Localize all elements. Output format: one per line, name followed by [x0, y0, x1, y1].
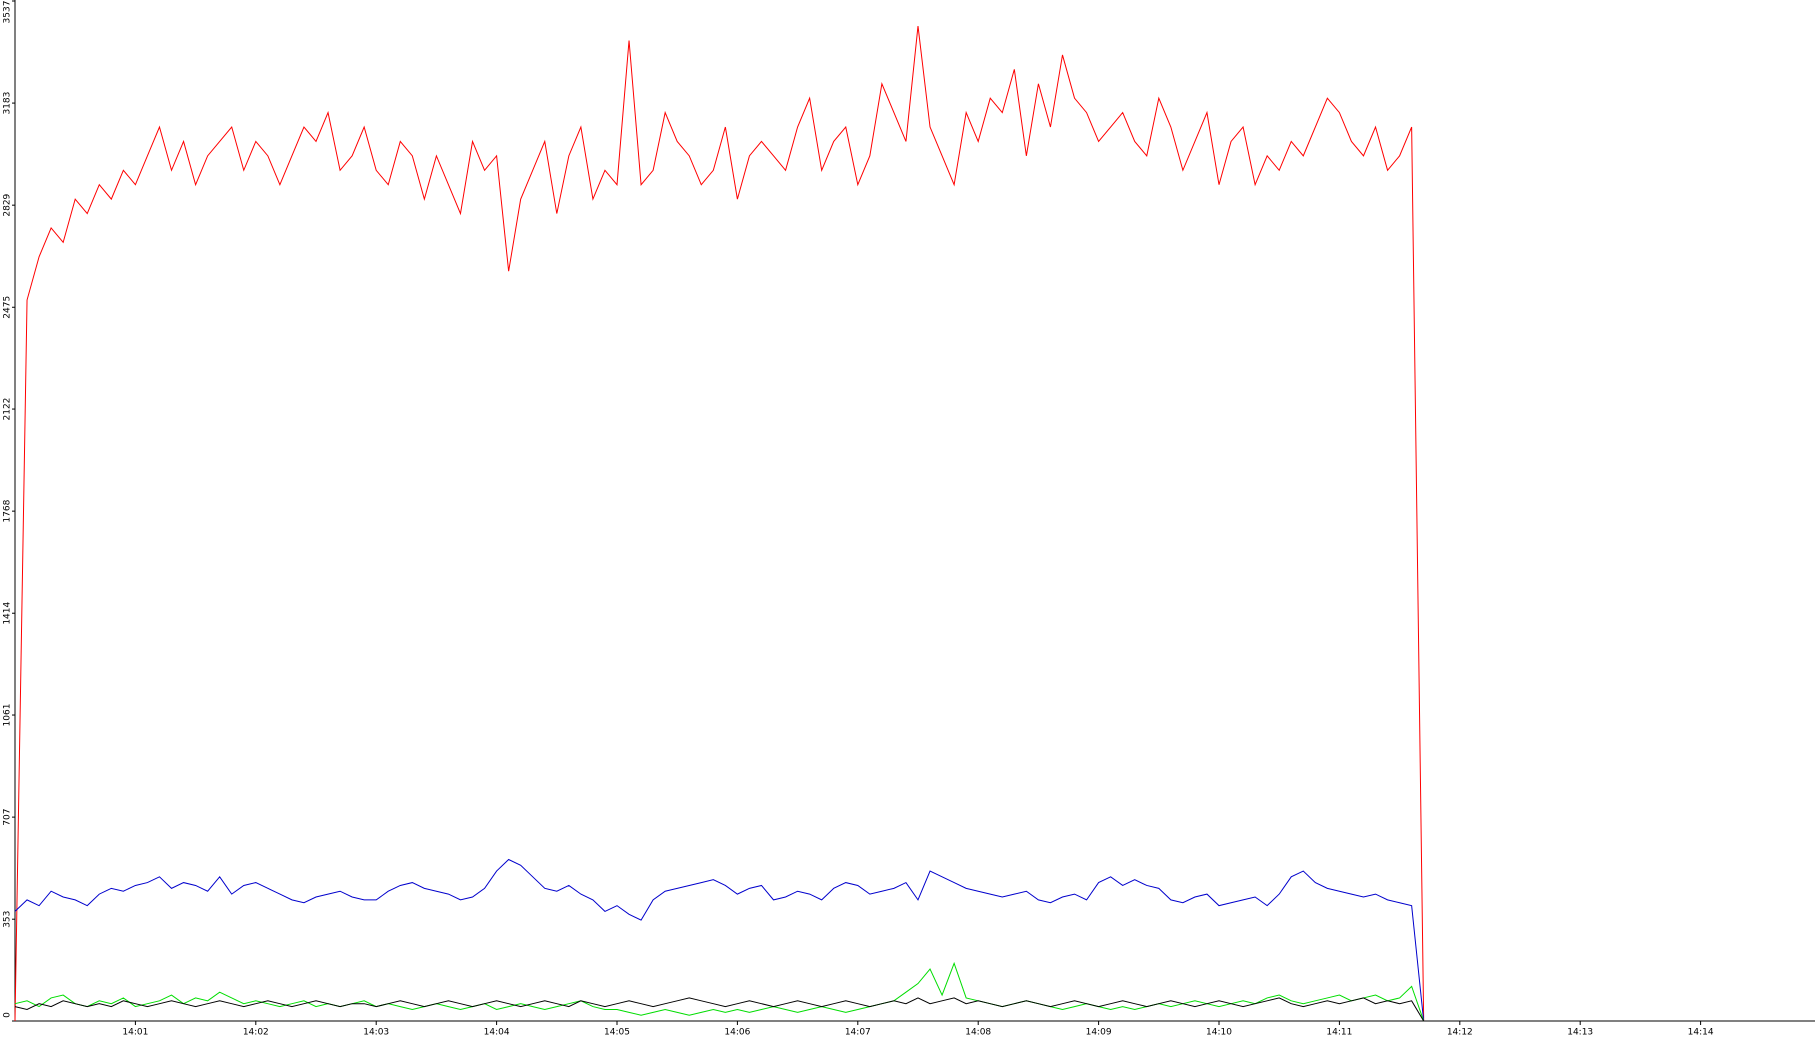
series-line — [14, 997, 1425, 1022]
series-line — [14, 858, 1425, 1022]
x-tick-label: 14:09 — [1086, 1028, 1112, 1038]
y-tick-label: 3183 — [3, 92, 13, 115]
x-tick-label: 14:04 — [484, 1028, 510, 1038]
x-tick-label: 14:07 — [845, 1028, 871, 1038]
x-tick-label: 14:11 — [1326, 1028, 1352, 1038]
y-tick-label: 1414 — [3, 602, 13, 625]
x-tick-label: 14:06 — [724, 1028, 750, 1038]
y-tick-label: 1768 — [3, 499, 13, 522]
x-tick-label: 14:01 — [122, 1028, 148, 1038]
x-tick-label: 14:10 — [1206, 1028, 1232, 1038]
x-tick-label: 14:12 — [1447, 1028, 1473, 1038]
y-tick-label: 707 — [3, 809, 13, 826]
series-line — [14, 26, 1425, 1022]
y-tick-label: 2829 — [3, 193, 13, 216]
y-tick-label: 353 — [3, 911, 13, 928]
x-tick-label: 14:14 — [1688, 1028, 1714, 1038]
x-tick-label: 14:02 — [243, 1028, 269, 1038]
y-tick-label: 1061 — [3, 704, 13, 727]
y-tick-label: 2475 — [3, 296, 13, 319]
x-tick-label: 14:05 — [604, 1028, 630, 1038]
y-tick-label: 2122 — [3, 398, 13, 421]
series-line — [14, 961, 1425, 1022]
y-tick-label: 0 — [3, 1012, 13, 1018]
x-tick-label: 14:08 — [965, 1028, 991, 1038]
x-tick-label: 14:03 — [363, 1028, 389, 1038]
y-tick-label: 3537 — [3, 1, 13, 24]
x-tick-label: 14:13 — [1567, 1028, 1593, 1038]
